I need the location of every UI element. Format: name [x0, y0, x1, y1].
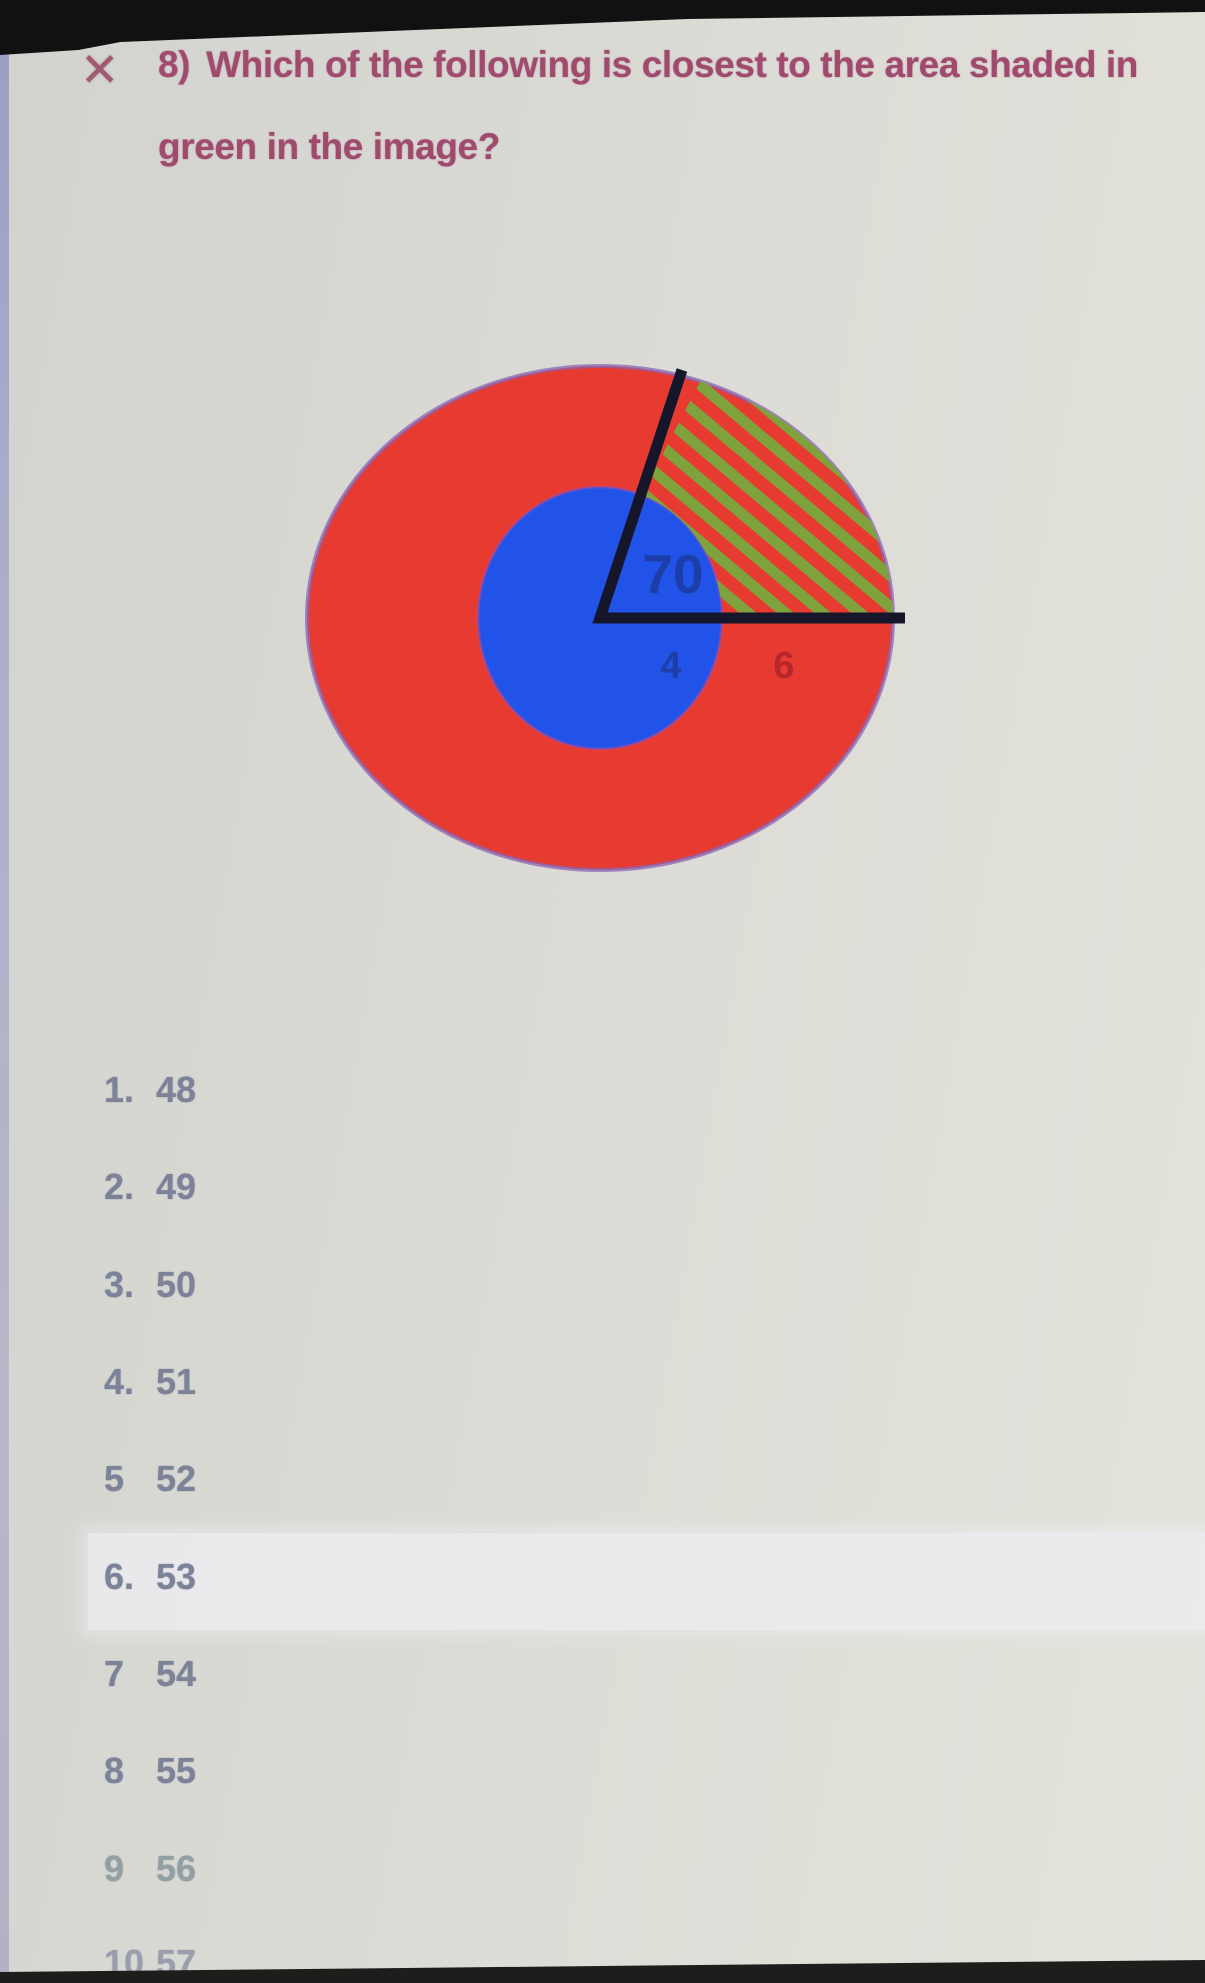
option-number: 9 — [104, 1848, 125, 1889]
shaded-sector — [641, 381, 893, 618]
option-value: 49 — [156, 1166, 197, 1207]
option-value: 54 — [156, 1653, 197, 1694]
option-number: 4. — [104, 1361, 135, 1402]
left-edge-strip — [0, 38, 9, 1983]
option-number: 6. — [104, 1556, 135, 1597]
option-number: 2. — [104, 1166, 135, 1207]
option-5[interactable]: 5 52 — [104, 1457, 196, 1501]
question-text-line2: green in the image? — [158, 126, 500, 167]
angle-label: 70 — [642, 543, 703, 605]
question-block: 8) Which of the following is closest to t… — [158, 44, 1205, 168]
option-value: 50 — [156, 1264, 197, 1305]
question-number: 8) — [158, 44, 191, 85]
option-number: 1. — [104, 1069, 135, 1110]
option-8[interactable]: 8 55 — [104, 1749, 196, 1793]
question-text-line1: Which of the following is closest to the… — [206, 44, 1138, 85]
circles-figure: 70 4 6 — [305, 364, 905, 872]
option-value: 48 — [156, 1069, 197, 1110]
inner-radius-label: 4 — [660, 645, 681, 687]
option-highlight-band — [88, 1533, 1205, 1630]
option-number: 8 — [104, 1750, 125, 1791]
option-value: 55 — [156, 1750, 197, 1791]
option-7[interactable]: 7 54 — [104, 1652, 196, 1696]
option-value: 51 — [156, 1361, 197, 1402]
option-2[interactable]: 2. 49 — [104, 1165, 196, 1209]
option-1[interactable]: 1. 48 — [104, 1068, 196, 1112]
option-number: 5 — [104, 1458, 125, 1499]
incorrect-x-mark: ✕ — [80, 43, 120, 96]
option-value: 52 — [156, 1458, 197, 1499]
option-value: 56 — [156, 1848, 197, 1889]
option-9[interactable]: 9 56 — [104, 1847, 196, 1891]
option-value: 53 — [156, 1556, 197, 1597]
outer-radius-label: 6 — [773, 645, 794, 687]
option-4[interactable]: 4. 51 — [104, 1360, 196, 1404]
option-6[interactable]: 6. 53 — [104, 1555, 196, 1599]
option-3[interactable]: 3. 50 — [104, 1263, 196, 1307]
option-number: 3. — [104, 1264, 135, 1305]
option-number: 7 — [104, 1653, 125, 1694]
angle-lines — [592, 368, 905, 624]
